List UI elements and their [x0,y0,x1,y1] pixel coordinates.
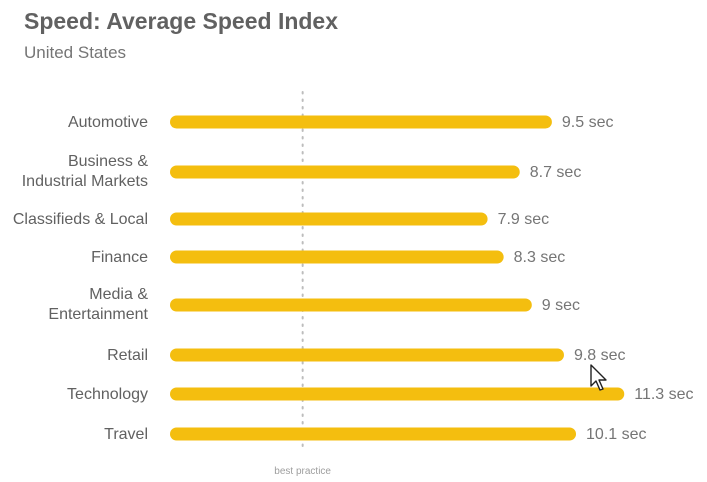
chart-subtitle: United States [24,43,127,62]
category-label: Business & Industrial Markets [22,153,149,190]
category-label-line: Technology [67,386,148,403]
value-label: 9.5 sec [562,114,614,131]
value-label: 9 sec [542,297,580,314]
category-label-line: Industrial Markets [22,173,148,190]
bar [170,165,520,179]
best-practice-label: best practice [274,466,331,477]
mouse-pointer-icon [590,364,607,391]
bar [170,250,504,264]
category-label: Finance [91,249,148,266]
value-label: 8.3 sec [514,249,566,266]
category-label-line: Media & [89,286,148,303]
category-label-line: Finance [91,249,148,266]
chart-title: Speed: Average Speed Index [24,8,339,34]
bar [170,212,488,226]
category-label: Media & Entertainment [48,286,148,323]
bar [170,298,532,312]
category-label: Technology [67,386,148,403]
value-label: 8.7 sec [530,164,582,181]
category-label-line: Classifieds & Local [13,211,148,228]
category-label: Retail [107,347,148,364]
category-label-line: Business & [68,153,148,170]
category-label: Automotive [68,114,148,131]
category-label-line: Travel [104,426,148,443]
reference-line-group: best practice [274,91,331,477]
value-label: 10.1 sec [586,426,646,443]
bars-group: Automotive 9.5 sec Business & Industrial Ma… [13,114,694,443]
category-label-line: Automotive [68,114,148,131]
bar [170,115,552,129]
value-label: 11.3 sec [634,386,693,403]
category-label-line: Entertainment [48,306,148,323]
bar [170,387,625,401]
category-label: Classifieds & Local [13,211,148,228]
value-label: 9.8 sec [574,347,626,364]
category-label-line: Retail [107,347,148,364]
value-label: 7.9 sec [498,211,550,228]
bar [170,427,577,441]
category-label: Travel [104,426,148,443]
bar [170,348,564,362]
